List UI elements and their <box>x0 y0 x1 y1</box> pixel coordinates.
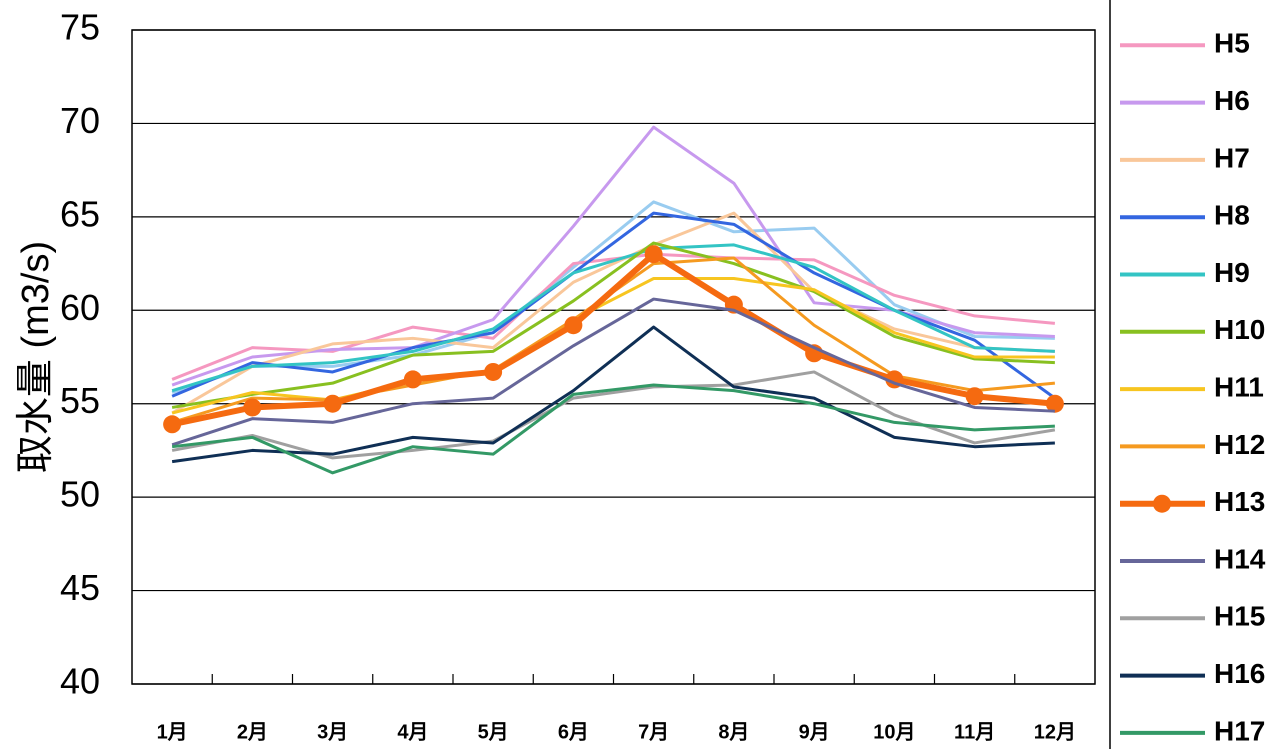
y-tick-label: 55 <box>60 380 100 421</box>
series-line <box>171 297 1055 447</box>
series-line <box>171 211 1055 415</box>
legend-label: H12 <box>1214 429 1265 460</box>
legend-label: H5 <box>1214 28 1250 59</box>
point <box>243 398 262 417</box>
legend-label: H6 <box>1214 85 1250 116</box>
legend-label: H7 <box>1214 142 1250 173</box>
legend-label: H10 <box>1214 314 1265 345</box>
y-tick-label: 45 <box>60 567 100 608</box>
x-tick-label: 11月 <box>954 721 995 743</box>
point <box>965 387 984 406</box>
legend-label: H15 <box>1214 601 1265 632</box>
series-line <box>171 125 1055 387</box>
point <box>403 370 422 389</box>
point <box>644 245 663 264</box>
legend-label: H9 <box>1214 257 1250 288</box>
legend-label: H13 <box>1214 486 1265 517</box>
y-tick-label: 75 <box>60 7 100 48</box>
legend-label: H14 <box>1214 543 1266 574</box>
x-tick-label: 12月 <box>1034 721 1076 743</box>
series-line <box>171 243 1055 393</box>
point <box>163 415 182 434</box>
series-line <box>171 241 1055 409</box>
series-line <box>171 383 1055 475</box>
x-tick-label: 2月 <box>237 721 268 743</box>
legend-label: H4 <box>1214 0 1250 1</box>
y-tick-label: 60 <box>60 287 100 328</box>
x-tick-label: 7月 <box>638 721 669 743</box>
x-tick-label: 10月 <box>873 721 915 743</box>
x-tick-label: 5月 <box>478 721 509 743</box>
legend-label: H8 <box>1214 200 1250 231</box>
point <box>484 362 503 381</box>
y-tick-label: 65 <box>60 193 100 234</box>
y-axis-label: 取水量 (m3/s) <box>15 241 57 473</box>
series-line <box>171 325 1055 464</box>
series-line <box>171 251 1056 428</box>
point <box>323 394 342 413</box>
y-tick-label: 70 <box>60 100 100 141</box>
point <box>564 316 583 335</box>
x-tick-label: 8月 <box>718 721 749 743</box>
legend-label: H17 <box>1214 715 1265 746</box>
series-line <box>171 211 1056 400</box>
x-tick-label: 6月 <box>558 721 589 743</box>
legend-label: H11 <box>1214 371 1264 402</box>
y-tick-label: 40 <box>60 661 100 702</box>
x-tick-label: 4月 <box>397 721 428 743</box>
series-line <box>171 200 1055 394</box>
x-tick-label: 3月 <box>317 721 348 743</box>
x-tick-label: 1月 <box>157 721 188 743</box>
legend-label: H16 <box>1214 658 1265 689</box>
x-tick-label: 9月 <box>799 721 830 743</box>
legend-marker <box>1153 494 1171 513</box>
y-tick-label: 50 <box>60 474 100 515</box>
point <box>1045 394 1064 413</box>
